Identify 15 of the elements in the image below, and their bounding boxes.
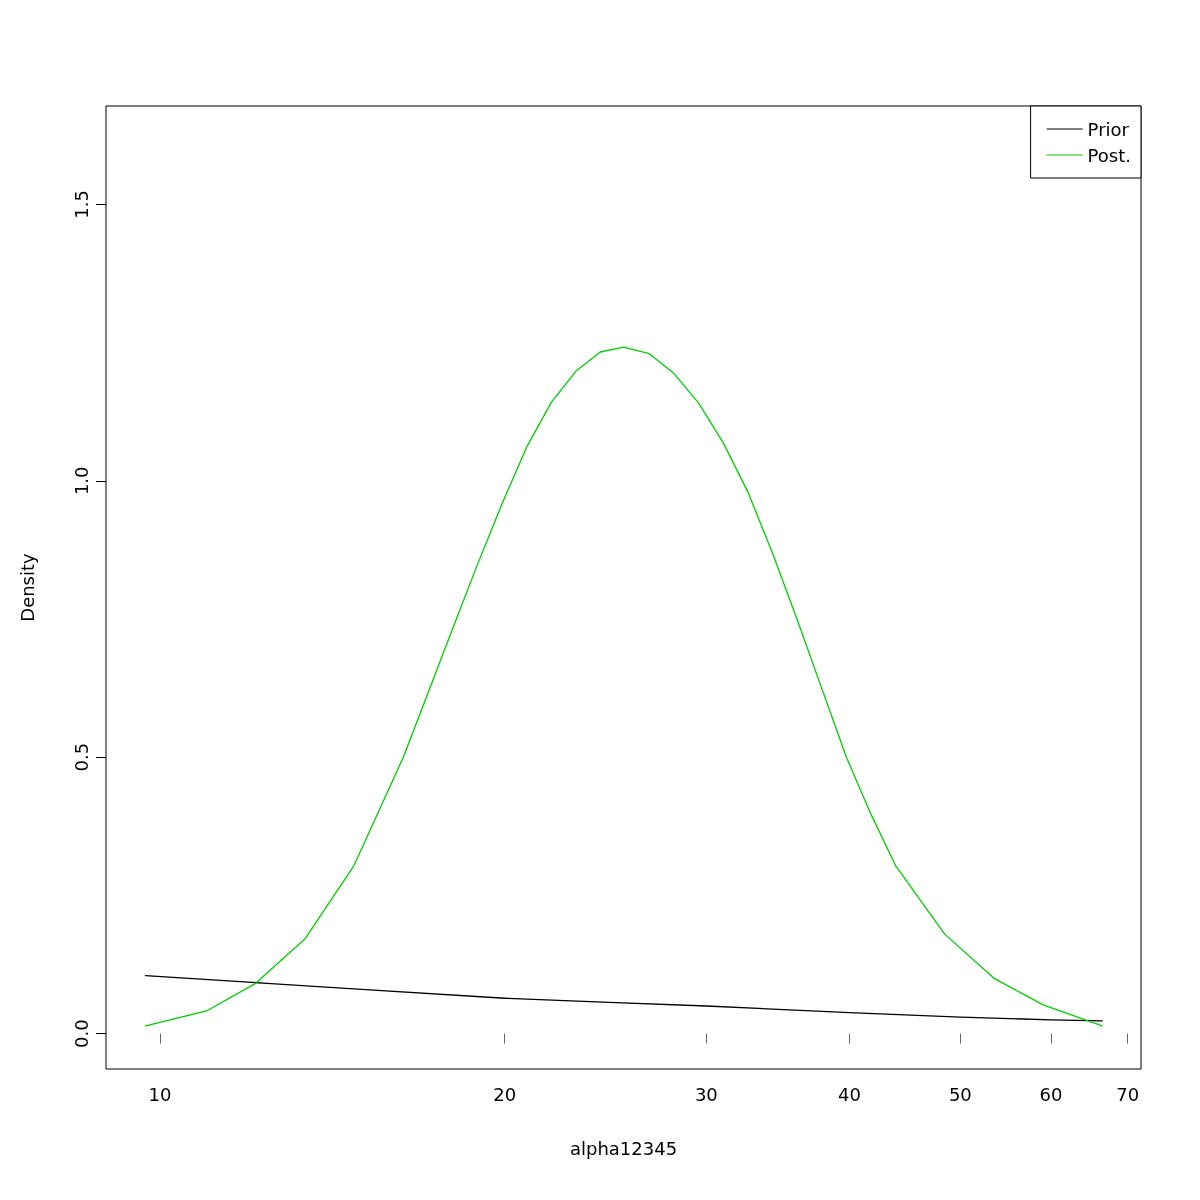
x-tick-label: 70 bbox=[1116, 1083, 1140, 1105]
x-axis-title: alpha12345 bbox=[569, 1137, 678, 1159]
x-tick-label: 10 bbox=[148, 1083, 172, 1105]
x-tick-label: 40 bbox=[837, 1083, 861, 1105]
x-tick-label: 30 bbox=[694, 1083, 718, 1105]
legend-label: Prior bbox=[1087, 118, 1130, 140]
y-tick-label: 0.5 bbox=[70, 742, 92, 772]
legend-label: Post. bbox=[1087, 144, 1132, 166]
x-tick-label: 50 bbox=[948, 1083, 972, 1105]
x-tick-label: 60 bbox=[1039, 1083, 1063, 1105]
y-tick-label: 1.0 bbox=[70, 466, 92, 496]
x-tick-label: 20 bbox=[493, 1083, 517, 1105]
y-tick-label: 0.0 bbox=[70, 1019, 92, 1048]
y-tick-label: 1.5 bbox=[70, 190, 92, 219]
y-axis-title: Density bbox=[16, 552, 38, 622]
